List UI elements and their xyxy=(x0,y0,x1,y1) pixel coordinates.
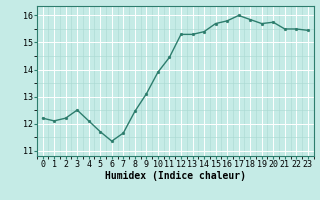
X-axis label: Humidex (Indice chaleur): Humidex (Indice chaleur) xyxy=(105,171,246,181)
